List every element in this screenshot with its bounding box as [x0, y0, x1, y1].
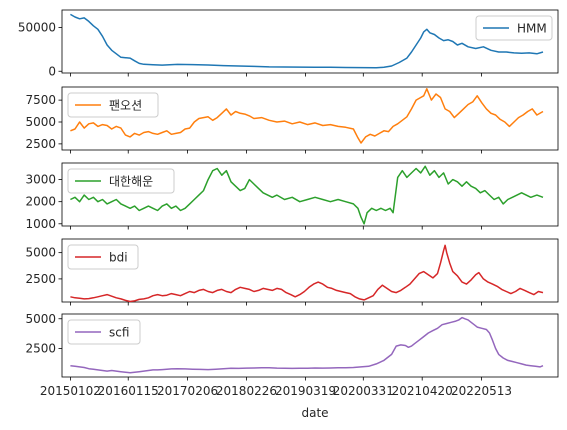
y-axis-hmm: 0 50000 [18, 21, 62, 78]
x-axis-ticks-bdi [70, 302, 482, 306]
y-tick-label: 7500 [25, 93, 56, 107]
x-tick-label: 20210420 [392, 384, 453, 398]
x-tick-label: 20150102 [40, 384, 101, 398]
legend-box-hmm [475, 15, 553, 41]
y-tick-label: 1000 [25, 217, 56, 231]
axes-frame [61, 238, 559, 303]
subplot-scfi: 2500 5000 scfi [25, 312, 559, 381]
plot-area-bdi [61, 238, 559, 303]
x-axis-ticks-hmm [70, 73, 482, 77]
y-tick-label: 0 [48, 64, 56, 78]
legend-bdi: bdi [67, 244, 139, 270]
y-axis-bdi: 2500 5000 [25, 246, 62, 286]
y-tick-label: 2000 [25, 195, 56, 209]
x-axis-ticks-panocean [70, 150, 482, 154]
subplot-korealine: 1000 2000 3000 대한해운 [25, 162, 559, 231]
y-axis-panocean: 2500 5000 7500 [25, 93, 62, 151]
legend-box-panocean [67, 92, 159, 118]
x-tick-label: 20170206 [157, 384, 218, 398]
y-tick-label: 2500 [25, 137, 56, 151]
x-axis-labels: 2015010220160115201702062018022620190319… [40, 384, 512, 398]
legend-box-korealine [67, 168, 175, 194]
axes-frame [61, 313, 559, 378]
legend-hmm: HMM [475, 15, 553, 41]
axes-frame [61, 86, 559, 151]
series-line-4 [70, 244, 544, 303]
y-tick-label: 5000 [25, 115, 56, 129]
y-tick-label: 2500 [25, 272, 56, 286]
axes-frame [61, 162, 559, 227]
subplot-bdi: 2500 5000 bdi [25, 238, 559, 306]
legend-label-panocean: 팬오션 [109, 99, 142, 113]
x-axis-ticks-scfi [70, 377, 482, 381]
legend-box-scfi [67, 319, 141, 345]
x-axis-title: date [301, 406, 328, 420]
y-axis-scfi: 2500 5000 [25, 312, 62, 355]
series-line-3 [70, 165, 544, 225]
y-axis-korealine: 1000 2000 3000 [25, 173, 62, 231]
x-tick-label: 20160115 [98, 384, 159, 398]
y-tick-label: 3000 [25, 173, 56, 187]
legend-scfi: scfi [67, 319, 141, 345]
series-line-2 [70, 88, 544, 144]
subplot-panocean: 2500 5000 7500 팬오션 [25, 86, 559, 154]
legend-label-bdi: bdi [109, 251, 128, 265]
y-tick-label: 5000 [25, 246, 56, 260]
plot-area-scfi [61, 313, 559, 378]
subplot-hmm: 0 50000 HMM [18, 9, 559, 78]
x-tick-label: 20190319 [275, 384, 336, 398]
plot-area-korealine [61, 162, 559, 227]
legend-panocean: 팬오션 [67, 92, 159, 118]
axes-frame [61, 9, 559, 74]
y-tick-label: 5000 [25, 312, 56, 326]
x-axis-ticks-korealine [70, 226, 482, 230]
series-line-5 [70, 316, 544, 374]
series-line-1 [70, 13, 544, 69]
y-tick-label: 50000 [18, 21, 56, 35]
legend-label-hmm: HMM [517, 22, 547, 36]
plot-area-hmm [61, 9, 559, 74]
plot-area-panocean [61, 86, 559, 151]
x-tick-label: 20180226 [216, 384, 277, 398]
legend-label-korealine: 대한해운 [109, 175, 153, 189]
y-tick-label: 2500 [25, 341, 56, 355]
x-tick-label: 20200331 [333, 384, 394, 398]
legend-korealine: 대한해운 [67, 168, 175, 194]
legend-box-bdi [67, 244, 139, 270]
legend-label-scfi: scfi [109, 326, 129, 340]
x-tick-label: 20220513 [451, 384, 512, 398]
